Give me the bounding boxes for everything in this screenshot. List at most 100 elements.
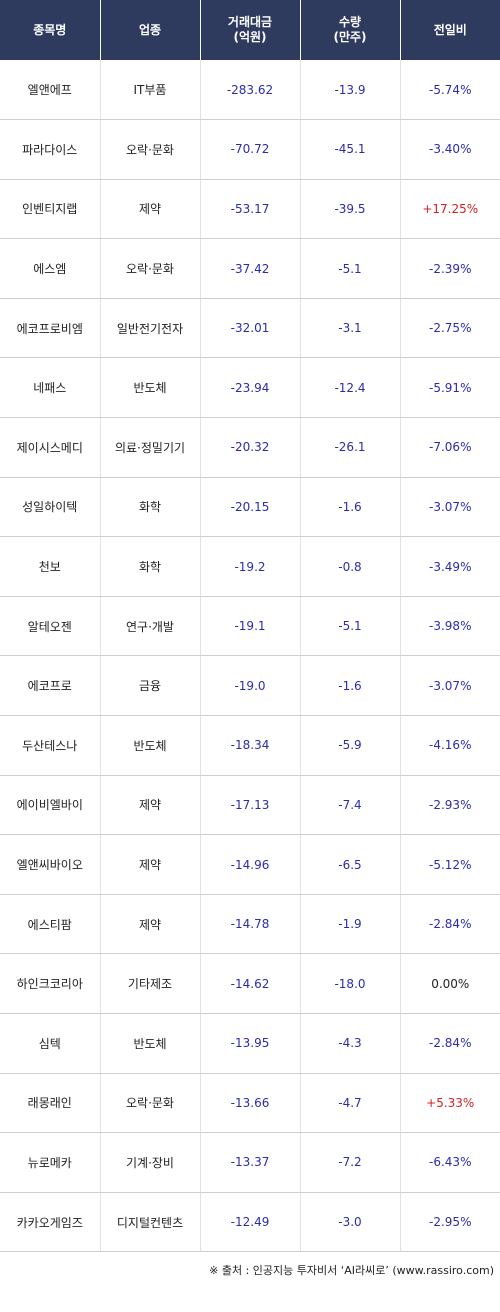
table-row: 파라다이스 오락·문화 -70.72 -45.1 -3.40% <box>0 119 500 180</box>
change-cell: -3.40% <box>400 119 500 180</box>
sector-cell: 의료·정밀기기 <box>100 417 201 478</box>
stock-name-cell: 두산테스나 <box>0 715 101 776</box>
trade-amount-cell: -13.95 <box>200 1013 301 1074</box>
stock-name-cell: 파라다이스 <box>0 119 101 180</box>
stock-name-cell: 천보 <box>0 536 101 597</box>
stock-table: 종목명 업종 거래대금 (억원) 수량 (만주) 전일비 엘앤에프 IT부품 -28… <box>0 0 500 1253</box>
change-cell: -2.75% <box>400 298 500 359</box>
sector-cell: 제약 <box>100 775 201 836</box>
change-cell: +17.25% <box>400 179 500 240</box>
change-cell: +5.33% <box>400 1073 500 1134</box>
trade-amount-cell: -13.66 <box>200 1073 301 1134</box>
change-cell: -2.95% <box>400 1192 500 1253</box>
table-row: 에코프로비엠 일반전기전자 -32.01 -3.1 -2.75% <box>0 298 500 359</box>
trade-amount-cell: -32.01 <box>200 298 301 359</box>
sector-cell: 기계·장비 <box>100 1132 201 1193</box>
table-row: 에이비엘바이 제약 -17.13 -7.4 -2.93% <box>0 775 500 836</box>
table-row: 천보 화학 -19.2 -0.8 -3.49% <box>0 536 500 597</box>
stock-name-cell: 뉴로메카 <box>0 1132 101 1193</box>
table-row: 뉴로메카 기계·장비 -13.37 -7.2 -6.43% <box>0 1132 500 1193</box>
table-row: 하인크코리아 기타제조 -14.62 -18.0 0.00% <box>0 953 500 1014</box>
stock-name-cell: 엘앤에프 <box>0 60 101 121</box>
table-row: 제이시스메디 의료·정밀기기 -20.32 -26.1 -7.06% <box>0 417 500 478</box>
quantity-cell: -3.1 <box>300 298 401 359</box>
trade-amount-cell: -19.1 <box>200 596 301 657</box>
change-cell: -3.07% <box>400 655 500 717</box>
sector-cell: 오락·문화 <box>100 1073 201 1134</box>
quantity-cell: -45.1 <box>300 119 401 180</box>
sector-cell: 반도체 <box>100 715 201 776</box>
table-row: 카카오게임즈 디지털컨텐츠 -12.49 -3.0 -2.95% <box>0 1192 500 1253</box>
table-row: 알테오젠 연구·개발 -19.1 -5.1 -3.98% <box>0 596 500 657</box>
stock-name-cell: 네패스 <box>0 357 101 419</box>
header-trade-amount: 거래대금 (억원) <box>200 0 301 60</box>
quantity-cell: -4.7 <box>300 1073 401 1134</box>
sector-cell: 화학 <box>100 536 201 597</box>
table-body: 엘앤에프 IT부품 -283.62 -13.9 -5.74% 파라다이스 오락·문화 -70.… <box>0 60 500 1253</box>
table-row: 에코프로 금융 -19.0 -1.6 -3.07% <box>0 655 500 717</box>
change-cell: 0.00% <box>400 953 500 1014</box>
stock-name-cell: 에스엠 <box>0 238 101 299</box>
table-row: 심텍 반도체 -13.95 -4.3 -2.84% <box>0 1013 500 1074</box>
sector-cell: 반도체 <box>100 357 201 419</box>
table-row: 에스티팜 제약 -14.78 -1.9 -2.84% <box>0 894 500 955</box>
trade-amount-cell: -14.78 <box>200 894 301 955</box>
header-stock-name: 종목명 <box>0 0 101 60</box>
quantity-cell: -13.9 <box>300 60 401 121</box>
header-quantity-label: 수량 <box>338 15 362 29</box>
quantity-cell: -1.6 <box>300 477 401 538</box>
trade-amount-cell: -19.0 <box>200 655 301 717</box>
sector-cell: 금융 <box>100 655 201 717</box>
change-cell: -6.43% <box>400 1132 500 1193</box>
trade-amount-cell: -12.49 <box>200 1192 301 1253</box>
table-row: 성일하이텍 화학 -20.15 -1.6 -3.07% <box>0 477 500 538</box>
table-row: 엘앤씨바이오 제약 -14.96 -6.5 -5.12% <box>0 834 500 895</box>
header-row: 종목명 업종 거래대금 (억원) 수량 (만주) 전일비 <box>0 0 500 60</box>
sector-cell: 제약 <box>100 834 201 895</box>
trade-amount-cell: -20.15 <box>200 477 301 538</box>
quantity-cell: -26.1 <box>300 417 401 478</box>
stock-name-cell: 성일하이텍 <box>0 477 101 538</box>
quantity-cell: -12.4 <box>300 357 401 419</box>
sector-cell: 반도체 <box>100 1013 201 1074</box>
table-row: 두산테스나 반도체 -18.34 -5.9 -4.16% <box>0 715 500 776</box>
stock-name-cell: 래몽래인 <box>0 1073 101 1134</box>
table-row: 에스엠 오락·문화 -37.42 -5.1 -2.39% <box>0 238 500 299</box>
change-cell: -7.06% <box>400 417 500 478</box>
header-trade-amount-label: 거래대금 <box>227 15 273 29</box>
quantity-cell: -4.3 <box>300 1013 401 1074</box>
trade-amount-cell: -53.17 <box>200 179 301 240</box>
trade-amount-cell: -19.2 <box>200 536 301 597</box>
stock-name-cell: 인벤티지랩 <box>0 179 101 240</box>
quantity-cell: -1.9 <box>300 894 401 955</box>
trade-amount-cell: -20.32 <box>200 417 301 478</box>
sector-cell: 오락·문화 <box>100 238 201 299</box>
change-cell: -2.84% <box>400 1013 500 1074</box>
trade-amount-cell: -13.37 <box>200 1132 301 1193</box>
change-cell: -5.74% <box>400 60 500 121</box>
stock-name-cell: 알테오젠 <box>0 596 101 657</box>
header-change: 전일비 <box>400 0 500 60</box>
change-cell: -5.91% <box>400 357 500 419</box>
change-cell: -2.93% <box>400 775 500 836</box>
header-quantity: 수량 (만주) <box>300 0 401 60</box>
table-row: 네패스 반도체 -23.94 -12.4 -5.91% <box>0 357 500 419</box>
stock-name-cell: 제이시스메디 <box>0 417 101 478</box>
change-cell: -3.07% <box>400 477 500 538</box>
sector-cell: 디지털컨텐츠 <box>100 1192 201 1253</box>
sector-cell: 연구·개발 <box>100 596 201 657</box>
trade-amount-cell: -17.13 <box>200 775 301 836</box>
table-row: 인벤티지랩 제약 -53.17 -39.5 +17.25% <box>0 179 500 240</box>
quantity-cell: -7.4 <box>300 775 401 836</box>
quantity-cell: -6.5 <box>300 834 401 895</box>
sector-cell: 화학 <box>100 477 201 538</box>
trade-amount-cell: -37.42 <box>200 238 301 299</box>
sector-cell: IT부품 <box>100 60 201 121</box>
quantity-cell: -0.8 <box>300 536 401 597</box>
sector-cell: 기타제조 <box>100 953 201 1014</box>
table-row: 래몽래인 오락·문화 -13.66 -4.7 +5.33% <box>0 1073 500 1134</box>
change-cell: -2.84% <box>400 894 500 955</box>
quantity-cell: -1.6 <box>300 655 401 717</box>
table-row: 엘앤에프 IT부품 -283.62 -13.9 -5.74% <box>0 60 500 121</box>
quantity-cell: -5.9 <box>300 715 401 776</box>
